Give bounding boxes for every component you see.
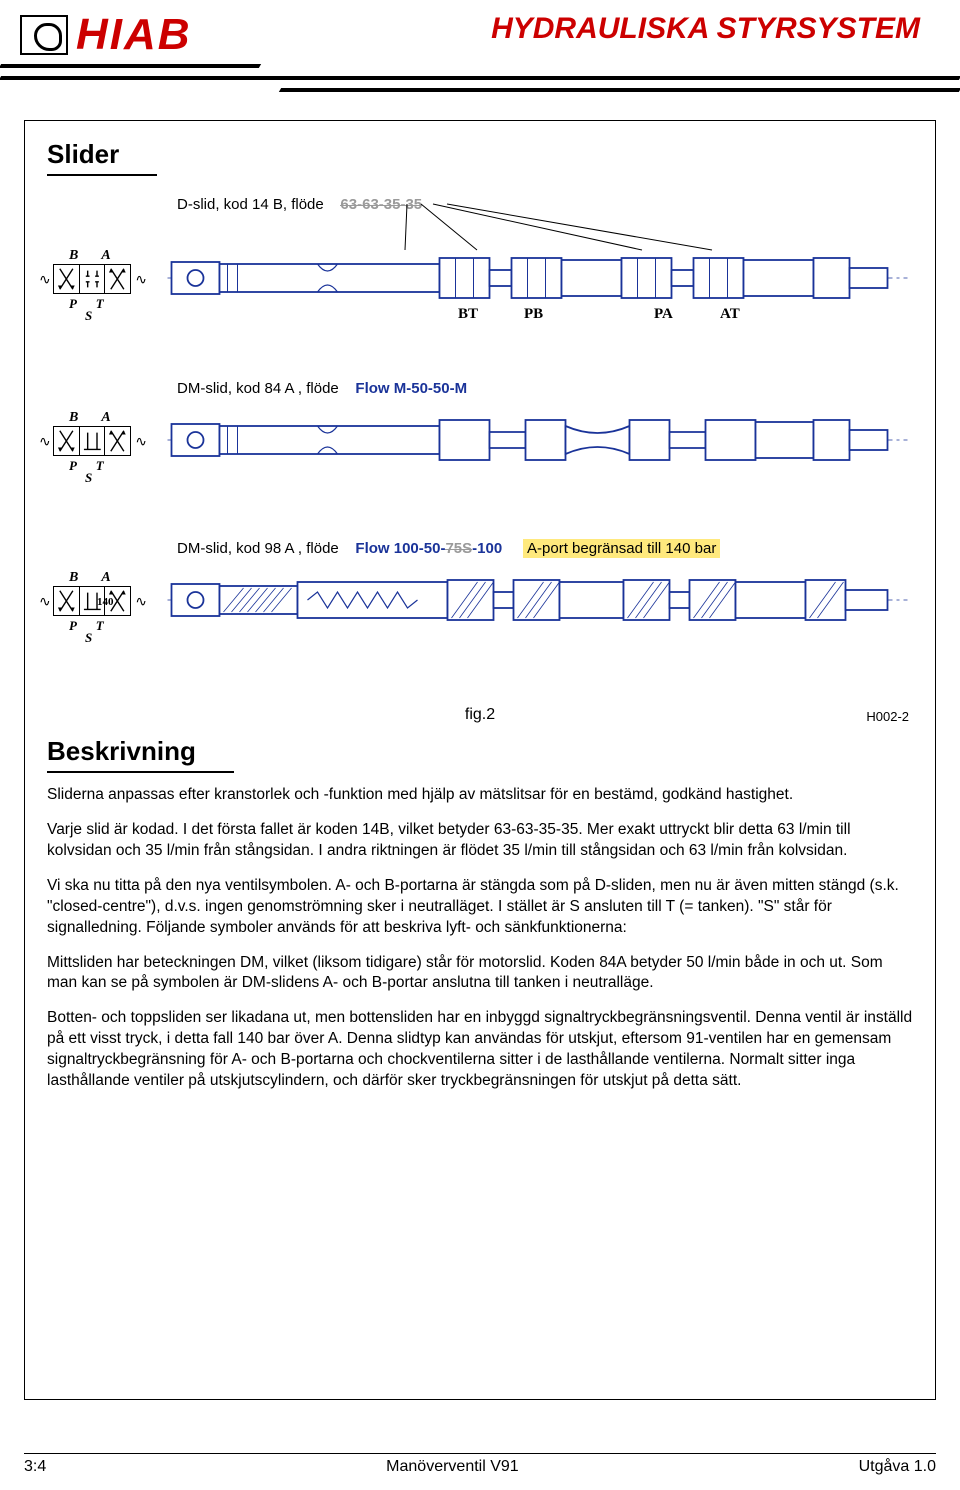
hyd-symbol-1: B A ∿ ∿ P T S [47, 250, 139, 320]
section-title-slider: Slider [47, 139, 157, 176]
figure-caption: fig.2 [465, 706, 495, 724]
slid-2-flow: Flow M-50-50-M [355, 380, 467, 397]
port-label-pb: PB [524, 306, 543, 323]
slid-3-flow: Flow 100-50-75S-100 [355, 540, 502, 557]
body-text: Sliderna anpassas efter kranstorlek och … [47, 785, 913, 1092]
slid-3-label: DM-slid, kod 98 A , flöde Flow 100-50-75… [177, 540, 720, 557]
slid-row-1: D-slid, kod 14 B, flöde 63-63-35-35 B A … [47, 214, 913, 364]
slid-row-3: DM-slid, kod 98 A , flöde Flow 100-50-75… [47, 558, 913, 698]
hiab-emblem-icon [20, 15, 68, 55]
slid-1-flow: 63-63-35-35 [340, 196, 422, 213]
section-title-beskrivning: Beskrivning [47, 736, 234, 773]
header-divider-lines [0, 64, 960, 94]
paragraph-3: Vi ska nu titta på den nya ventilsymbole… [47, 876, 913, 939]
port-label-bt: BT [458, 306, 478, 323]
paragraph-5: Botten- och toppsliden ser likadana ut, … [47, 1008, 913, 1092]
symbol-pressure-140: 140 [97, 596, 114, 608]
slid-2-label: DM-slid, kod 84 A , flöde Flow M-50-50-M [177, 380, 467, 397]
slid-row-2: DM-slid, kod 84 A , flöde Flow M-50-50-M… [47, 398, 913, 528]
paragraph-1: Sliderna anpassas efter kranstorlek och … [47, 785, 913, 806]
footer-center: Manöverventil V91 [386, 1458, 519, 1476]
page-footer: 3:4 Manöverventil V91 Utgåva 1.0 [24, 1453, 936, 1476]
slid-3-highlight: A-port begränsad till 140 bar [523, 539, 720, 558]
brand-name: HIAB [76, 10, 192, 60]
port-label-at: AT [720, 306, 740, 323]
hyd-symbol-2: B A ∿ ∿ P T S [47, 412, 139, 482]
slid-3-prefix: DM-slid, kod 98 A , flöde [177, 540, 339, 557]
port-label-pa: PA [654, 306, 673, 323]
paragraph-2: Varje slid är kodad. I det första fallet… [47, 820, 913, 862]
spool-3 [162, 568, 913, 632]
slid-2-prefix: DM-slid, kod 84 A , flöde [177, 380, 339, 397]
slid-1-label: D-slid, kod 14 B, flöde 63-63-35-35 [177, 196, 422, 213]
content-frame: Slider D-slid, kod 14 B, flöde 63-63-35-… [24, 120, 936, 1400]
spool-1: BT PB PA AT [162, 246, 913, 310]
hyd-symbol-3: B A ∿ ∿ 140 P T S [47, 572, 139, 642]
paragraph-4: Mittsliden har beteckningen DM, vilket (… [47, 953, 913, 995]
figure-id: H002-2 [866, 709, 909, 724]
slid-1-prefix: D-slid, kod 14 B, flöde [177, 196, 324, 213]
diagram-area: D-slid, kod 14 B, flöde 63-63-35-35 B A … [47, 188, 913, 728]
spool-2 [162, 408, 913, 472]
page-header: HIAB HYDRAULISKA STYRSYSTEM [0, 0, 960, 100]
footer-right: Utgåva 1.0 [859, 1458, 936, 1476]
footer-left: 3:4 [24, 1458, 46, 1476]
header-title: HYDRAULISKA STYRSYSTEM [491, 12, 920, 46]
